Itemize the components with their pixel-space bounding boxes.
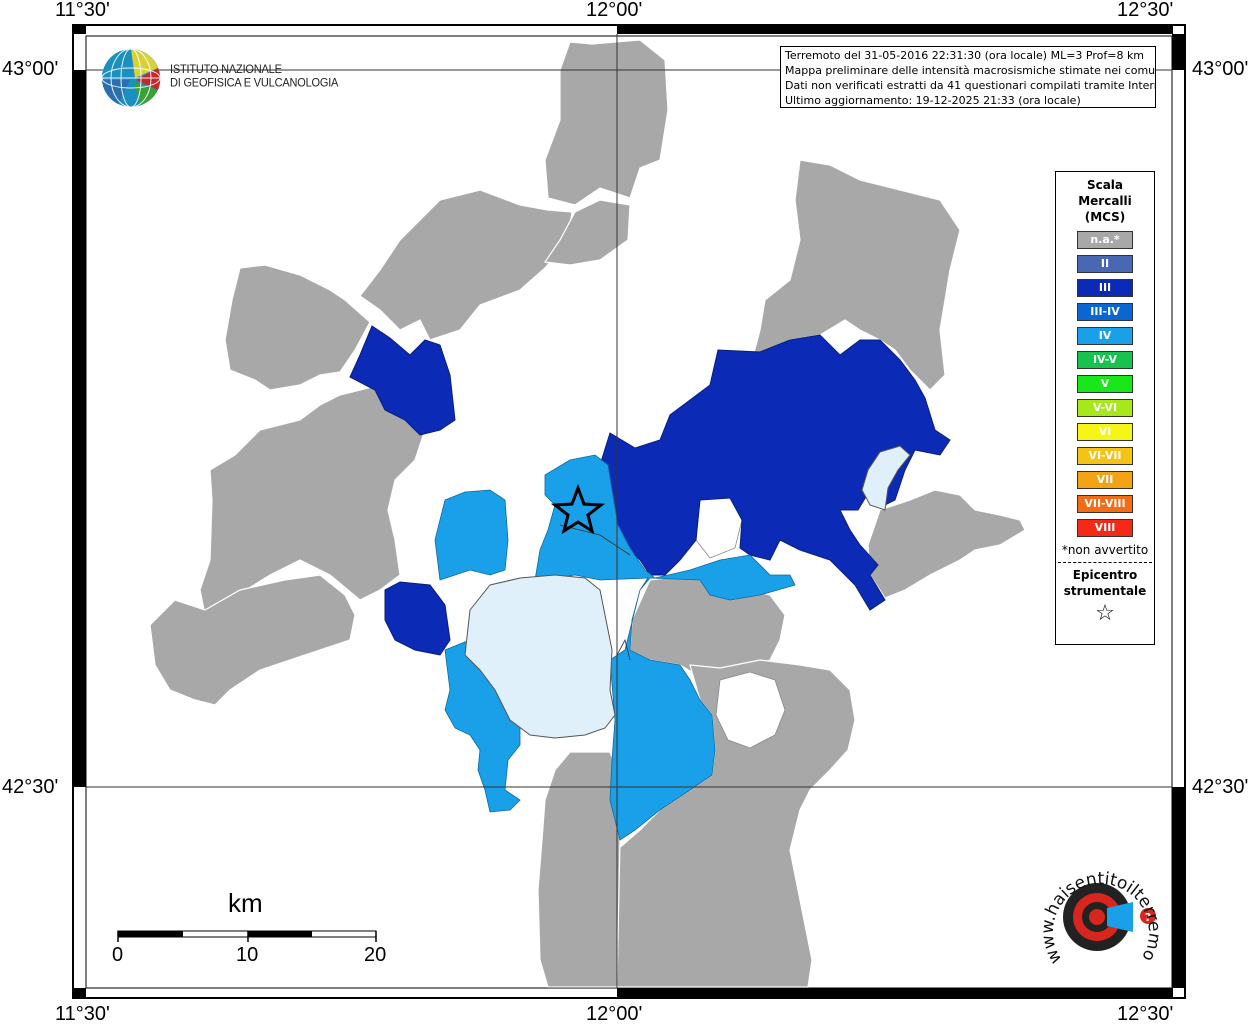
legend-separator: [1058, 562, 1152, 563]
scale-bar: [117, 930, 377, 942]
comuni-intensity-iii: [349, 325, 951, 656]
lon-label-east-top: 12°30': [1117, 0, 1174, 21]
legend-swatch: VIII: [1077, 519, 1133, 537]
ingv-logo-icon: [101, 48, 161, 108]
legend-swatch: III: [1077, 279, 1133, 297]
scale-label-0: 0: [112, 944, 124, 966]
institute-name-line1: ISTITUTO NAZIONALE: [170, 63, 282, 76]
legend-note: *non avvertito: [1061, 543, 1149, 557]
legend-swatch: VI-VII: [1077, 447, 1133, 465]
lat-label-south-left: 42°30': [2, 776, 59, 798]
mcs-legend: Scala Mercalli (MCS) n.a.* II III III-IV IV I…: [1055, 171, 1155, 645]
legend-swatch: V: [1077, 375, 1133, 393]
legend-epicenter-line1: Epicentro: [1072, 568, 1138, 582]
legend-title-line2: Mercalli: [1078, 194, 1132, 208]
epicenter-star: [550, 483, 606, 535]
institute-name-line2: DI GEOFISICA E VULCANOLOGIA: [170, 77, 339, 90]
legend-title-line1: Scala: [1086, 178, 1124, 192]
scale-label-10: 10: [236, 944, 259, 966]
haisentito-logo-icon: ?: [1063, 883, 1156, 951]
legend-star-icon: ☆: [1095, 601, 1115, 626]
legend-swatch: VI: [1077, 423, 1133, 441]
legend-swatch: VII-VIII: [1077, 495, 1133, 513]
legend-swatch: V-VI: [1077, 399, 1133, 417]
institute-name: ISTITUTO NAZIONALE DI GEOFISICA E VULCAN…: [170, 63, 338, 90]
legend-swatches: n.a.* II III III-IV IV IV-V V V-VI VI VI-VII VII VI…: [1056, 231, 1154, 537]
legend-epicenter-label: Epicentro strumentale: [1056, 567, 1154, 599]
comuni-not-felt: [464, 445, 911, 739]
legend-swatch: n.a.*: [1077, 231, 1133, 249]
legend-swatch: IV: [1077, 327, 1133, 345]
info-line-3: Dati non verificati estratti da 41 quest…: [785, 79, 1156, 92]
lon-label-east-bottom: 12°30': [1117, 1003, 1174, 1025]
legend-swatch: III-IV: [1077, 303, 1133, 321]
lon-label-west-bottom: 11°30': [55, 1003, 110, 1025]
legend-swatch: VII: [1077, 471, 1133, 489]
lon-label-center-bottom: 12°00': [586, 1003, 643, 1025]
legend-title-line3: (MCS): [1084, 210, 1126, 224]
info-line-4: Ultimo aggiornamento: 19-12-2025 21:33 (…: [785, 94, 1081, 107]
legend-epicenter-line2: strumentale: [1063, 584, 1147, 598]
lon-label-center-top: 12°00': [586, 0, 643, 21]
legend-swatch: II: [1077, 255, 1133, 273]
info-line-1: Terremoto del 31-05-2016 22:31:30 (ora l…: [785, 49, 1145, 62]
scale-bar-title: km: [228, 888, 263, 918]
legend-title: Scala Mercalli (MCS): [1056, 177, 1154, 225]
comuni-not-available: [149, 39, 1026, 988]
lat-label-north-left: 43°00': [2, 58, 59, 80]
lat-label-north-right: 43°00': [1192, 58, 1249, 80]
svg-text:?: ?: [1145, 911, 1151, 924]
lat-label-south-right: 42°30': [1192, 776, 1249, 798]
info-line-2: Mappa preliminare delle intensità macros…: [785, 64, 1156, 77]
earthquake-info-box: Terremoto del 31-05-2016 22:31:30 (ora l…: [780, 46, 1156, 108]
scale-label-20: 20: [364, 944, 387, 966]
legend-swatch: IV-V: [1077, 351, 1133, 369]
lon-label-west-top: 11°30': [55, 0, 110, 21]
